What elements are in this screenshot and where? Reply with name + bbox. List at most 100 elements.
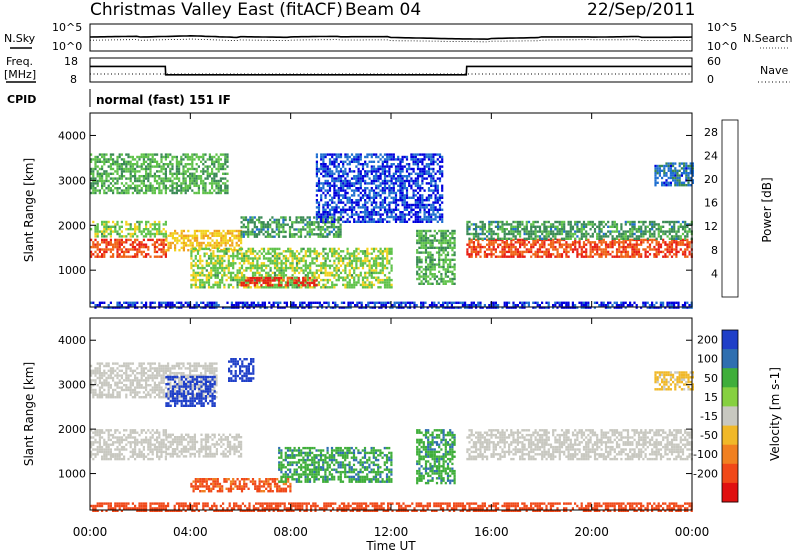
data-cell bbox=[420, 280, 423, 283]
data-cell bbox=[264, 230, 267, 234]
data-cell bbox=[359, 179, 362, 183]
data-cell bbox=[372, 153, 376, 156]
data-cell bbox=[320, 189, 323, 192]
data-cell bbox=[120, 191, 123, 195]
data-cell bbox=[377, 177, 380, 180]
data-cell bbox=[399, 211, 402, 214]
data-cell bbox=[364, 182, 367, 185]
data-cell bbox=[105, 235, 108, 238]
data-cell bbox=[421, 187, 424, 190]
data-cell bbox=[260, 221, 263, 224]
data-cell bbox=[508, 232, 511, 236]
data-cell bbox=[475, 253, 478, 256]
data-cell bbox=[416, 206, 420, 209]
data-cell bbox=[326, 218, 329, 221]
data-cell bbox=[180, 155, 183, 159]
data-cell bbox=[180, 160, 183, 163]
data-cell bbox=[266, 284, 270, 287]
data-cell bbox=[92, 170, 95, 173]
data-cell bbox=[112, 253, 115, 256]
data-cell bbox=[475, 232, 478, 236]
data-cell bbox=[335, 283, 338, 287]
data-cell bbox=[142, 167, 145, 171]
data-cell bbox=[112, 160, 115, 163]
data-cell bbox=[361, 286, 365, 289]
data-cell bbox=[441, 189, 444, 192]
data-cell bbox=[337, 194, 340, 197]
data-cell bbox=[320, 182, 323, 185]
data-cell bbox=[331, 153, 334, 156]
data-cell bbox=[328, 175, 332, 178]
data-cell bbox=[131, 155, 134, 159]
data-cell bbox=[344, 167, 347, 171]
data-cell bbox=[291, 233, 294, 236]
data-cell bbox=[512, 243, 515, 246]
data-cell bbox=[530, 223, 533, 226]
data-cell bbox=[412, 213, 415, 216]
data-cell bbox=[379, 252, 382, 255]
data-cell bbox=[549, 255, 553, 258]
data-cell bbox=[174, 249, 177, 252]
data-cell bbox=[256, 252, 259, 255]
data-cell bbox=[320, 218, 323, 221]
data-cell bbox=[558, 245, 561, 249]
data-cell bbox=[350, 215, 354, 219]
data-cell bbox=[390, 182, 393, 185]
data-cell bbox=[569, 243, 572, 246]
data-cell bbox=[441, 218, 444, 221]
data-cell bbox=[453, 258, 456, 261]
data-cell bbox=[223, 250, 226, 253]
data-cell bbox=[547, 253, 550, 256]
data-cell bbox=[118, 163, 121, 166]
data-cell bbox=[383, 278, 387, 282]
data-cell bbox=[103, 172, 106, 175]
data-cell bbox=[324, 283, 327, 287]
data-cell bbox=[430, 182, 433, 185]
data-cell bbox=[392, 189, 395, 192]
data-cell bbox=[275, 223, 278, 226]
data-cell bbox=[306, 271, 310, 275]
data-cell bbox=[607, 250, 610, 254]
data-cell bbox=[339, 184, 343, 187]
data-cell bbox=[379, 194, 382, 197]
data-cell bbox=[164, 179, 167, 183]
data-cell bbox=[218, 281, 222, 284]
data-cell bbox=[335, 250, 338, 253]
data-cell bbox=[258, 230, 261, 234]
data-cell bbox=[333, 274, 336, 277]
data-cell bbox=[193, 167, 196, 171]
data-cell bbox=[388, 170, 391, 173]
data-cell bbox=[324, 203, 327, 207]
freq-tick-bottom: 8 bbox=[70, 73, 77, 86]
data-cell bbox=[297, 279, 300, 282]
data-cell bbox=[105, 170, 108, 173]
data-cell bbox=[297, 228, 300, 231]
data-cell bbox=[357, 160, 360, 163]
data-cell bbox=[664, 230, 667, 233]
data-cell bbox=[275, 218, 278, 222]
data-cell bbox=[483, 232, 486, 236]
data-cell bbox=[317, 225, 320, 229]
data-cell bbox=[169, 167, 172, 171]
data-cell bbox=[475, 228, 478, 231]
data-cell bbox=[620, 228, 623, 231]
data-cell bbox=[182, 177, 185, 180]
data-cell bbox=[164, 187, 167, 190]
data-cell bbox=[361, 281, 365, 284]
data-cell bbox=[131, 158, 134, 161]
data-cell bbox=[353, 213, 356, 216]
data-cell bbox=[377, 281, 380, 284]
data-cell bbox=[317, 206, 321, 209]
data-cell bbox=[344, 177, 347, 180]
data-cell bbox=[446, 244, 450, 247]
data-cell bbox=[492, 253, 495, 256]
data-cell bbox=[397, 203, 400, 207]
data-cell bbox=[346, 283, 349, 287]
data-cell bbox=[236, 254, 239, 258]
data-cell bbox=[381, 187, 384, 190]
data-cell bbox=[681, 220, 685, 224]
data-cell bbox=[392, 182, 395, 185]
data-cell bbox=[370, 182, 373, 185]
data-cell bbox=[505, 232, 508, 236]
data-cell bbox=[218, 232, 221, 235]
